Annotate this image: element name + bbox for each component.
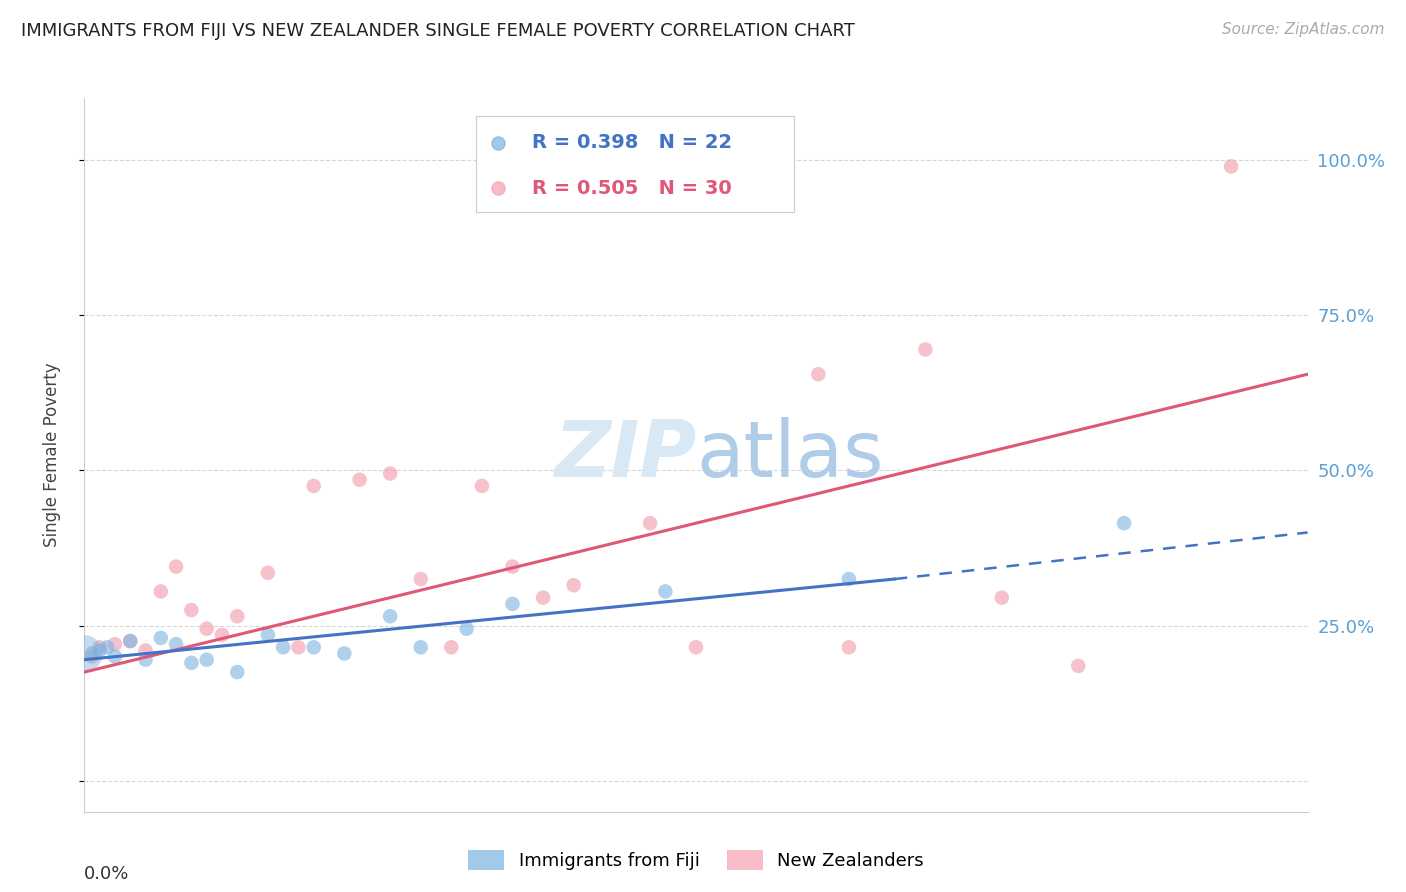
Point — [257, 628, 280, 642]
Point — [271, 640, 294, 655]
Point — [165, 559, 187, 574]
Point — [180, 656, 202, 670]
Point — [685, 640, 707, 655]
Point — [914, 343, 936, 357]
Point — [135, 653, 157, 667]
Point — [349, 473, 371, 487]
Point — [531, 591, 554, 605]
Point — [120, 634, 142, 648]
Point — [104, 637, 127, 651]
Point — [838, 572, 860, 586]
Point — [226, 665, 249, 679]
Point — [456, 622, 478, 636]
Point — [180, 603, 202, 617]
Point — [638, 516, 661, 531]
Point — [380, 467, 402, 481]
Text: atlas: atlas — [696, 417, 883, 493]
Point — [89, 640, 111, 655]
Point — [73, 647, 96, 661]
Text: R = 0.505   N = 30: R = 0.505 N = 30 — [531, 178, 731, 198]
Point — [502, 559, 524, 574]
Point — [991, 591, 1014, 605]
Point — [89, 643, 111, 657]
Point — [1220, 160, 1243, 174]
Point — [104, 649, 127, 664]
Point — [409, 640, 432, 655]
Text: ZIP: ZIP — [554, 417, 696, 493]
Text: Source: ZipAtlas.com: Source: ZipAtlas.com — [1222, 22, 1385, 37]
Point — [302, 479, 325, 493]
Point — [195, 653, 218, 667]
Point — [287, 640, 309, 655]
Point — [302, 640, 325, 655]
Text: R = 0.398   N = 22: R = 0.398 N = 22 — [531, 134, 733, 153]
Point — [120, 634, 142, 648]
Point — [440, 640, 463, 655]
Point — [211, 628, 233, 642]
Point — [96, 640, 118, 655]
Point — [149, 631, 172, 645]
Point — [409, 572, 432, 586]
Point — [165, 637, 187, 651]
Point — [838, 640, 860, 655]
Legend: Immigrants from Fiji, New Zealanders: Immigrants from Fiji, New Zealanders — [461, 842, 931, 878]
Point — [380, 609, 402, 624]
Point — [333, 647, 356, 661]
Point — [1067, 659, 1090, 673]
Y-axis label: Single Female Poverty: Single Female Poverty — [42, 363, 60, 547]
Point — [80, 649, 103, 664]
Point — [807, 368, 830, 382]
Point — [80, 647, 103, 661]
Point — [257, 566, 280, 580]
Text: IMMIGRANTS FROM FIJI VS NEW ZEALANDER SINGLE FEMALE POVERTY CORRELATION CHART: IMMIGRANTS FROM FIJI VS NEW ZEALANDER SI… — [21, 22, 855, 40]
Point — [502, 597, 524, 611]
Point — [471, 479, 494, 493]
Point — [562, 578, 585, 592]
Text: 0.0%: 0.0% — [84, 865, 129, 883]
Point — [149, 584, 172, 599]
Point — [195, 622, 218, 636]
Point — [654, 584, 676, 599]
Point — [135, 643, 157, 657]
Point — [1114, 516, 1136, 531]
FancyBboxPatch shape — [475, 116, 794, 212]
Point — [226, 609, 249, 624]
